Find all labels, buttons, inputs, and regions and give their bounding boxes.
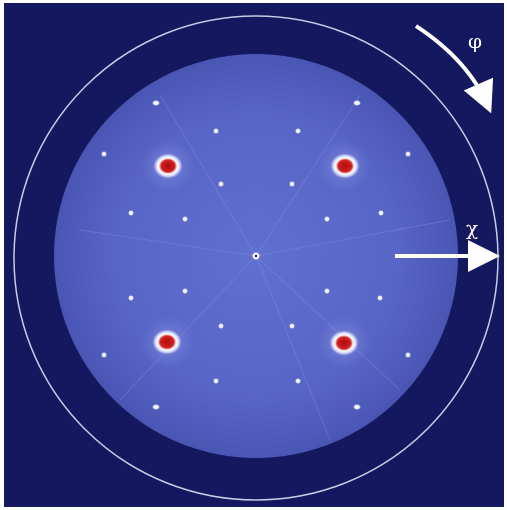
weak-peak: [213, 128, 219, 134]
weak-peak: [101, 151, 107, 157]
weak-peak: [377, 295, 383, 301]
weak-peak: [182, 288, 188, 294]
weak-peak: [378, 210, 384, 216]
weak-peak: [152, 404, 160, 410]
weak-peak: [405, 352, 411, 358]
weak-peak: [213, 378, 219, 384]
weak-peak: [218, 323, 224, 329]
weak-peak: [324, 216, 330, 222]
phi-label: φ: [468, 29, 482, 53]
weak-peak: [353, 404, 361, 410]
weak-peak: [295, 128, 301, 134]
strong-peak: [329, 330, 359, 356]
strong-peak: [330, 153, 360, 179]
phi-arrow: [414, 24, 494, 114]
weak-peak: [128, 295, 134, 301]
weak-peak: [289, 323, 295, 329]
strong-peak: [153, 153, 183, 179]
weak-peak: [353, 100, 361, 106]
strong-peaks: [152, 153, 360, 356]
weak-peak: [405, 151, 411, 157]
weak-peak: [289, 181, 295, 187]
weak-peak: [152, 100, 160, 106]
weak-peaks: [101, 100, 411, 410]
strong-peak: [152, 329, 182, 355]
weak-peak: [324, 288, 330, 294]
chi-label: χ: [466, 216, 478, 240]
radial-streaks: [79, 94, 451, 441]
weak-peak: [218, 181, 224, 187]
weak-peak: [101, 352, 107, 358]
weak-peak: [295, 378, 301, 384]
weak-peak: [182, 216, 188, 222]
weak-peak: [128, 210, 134, 216]
